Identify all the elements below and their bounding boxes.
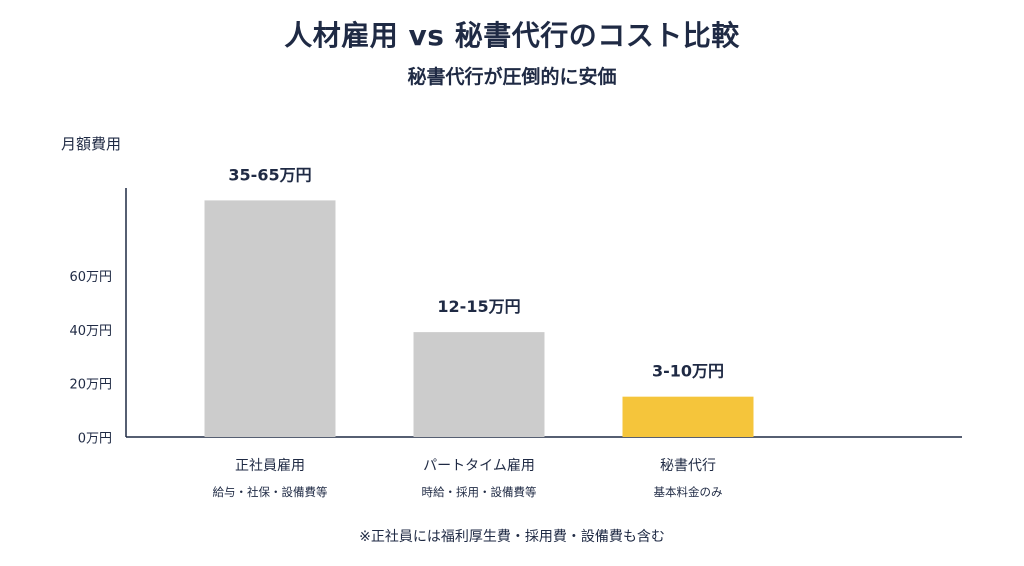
y-tick-label: 40万円 [69,324,112,339]
bar [204,200,336,437]
y-tick-label: 20万円 [69,378,112,393]
category-note: 給与・社保・設備費等 [213,485,328,499]
y-tick-label: 60万円 [69,270,112,285]
bar [413,332,545,437]
y-tick-label: 0万円 [78,432,112,447]
y-axis-label: 月額費用 [61,135,122,153]
chart-title: 人材雇用 vs 秘書代行のコスト比較 [284,19,740,52]
footnote: ※正社員には福利厚生費・採用費・設備費も含む [359,529,665,545]
category-label: 正社員雇用 [235,457,305,474]
bar-value-label: 3-10万円 [652,362,724,381]
category-note: 基本料金のみ [654,485,723,499]
category-note: 時給・採用・設備費等 [422,485,537,499]
bar-value-label: 35-65万円 [228,165,311,184]
category-label: 秘書代行 [660,458,716,474]
category-label: パートタイム雇用 [423,457,535,474]
chart-subtitle: 秘書代行が圧倒的に安価 [407,66,617,88]
bar [622,396,754,437]
bar-value-label: 12-15万円 [437,297,520,316]
